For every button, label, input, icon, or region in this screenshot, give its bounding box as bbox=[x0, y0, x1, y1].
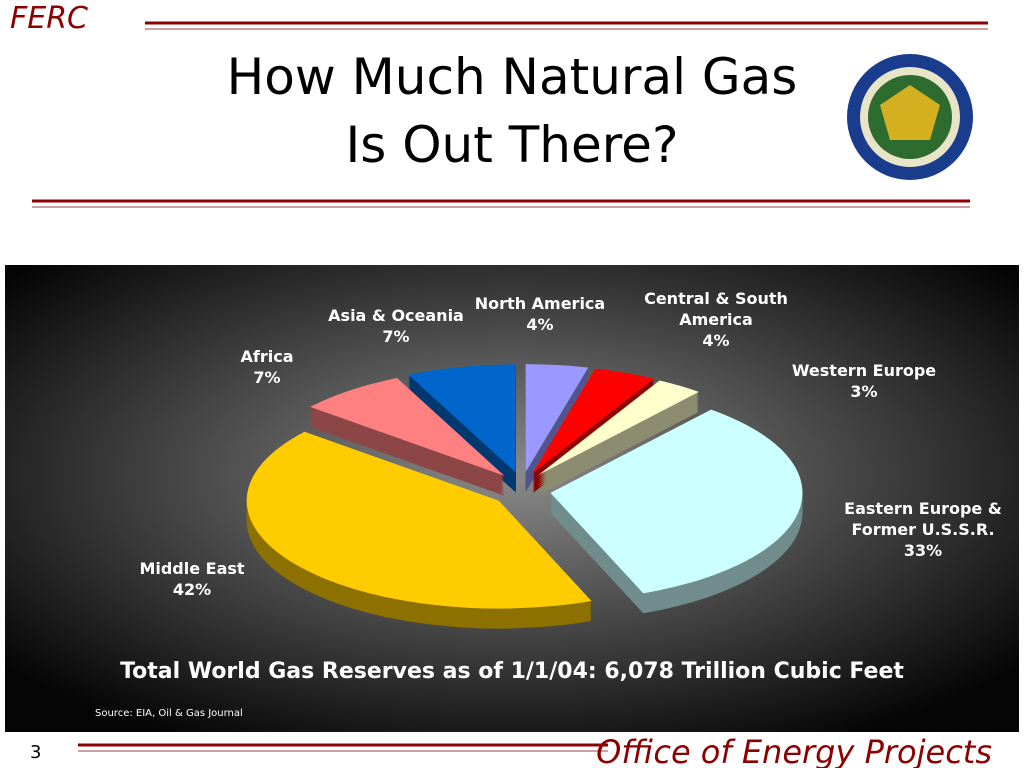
source: Source: EIA, Oil & Gas Journal bbox=[95, 708, 243, 719]
category-label: Middle East bbox=[139, 559, 245, 578]
data-label: Middle East 42% bbox=[127, 558, 257, 600]
data-label: Western Europe 3% bbox=[784, 360, 944, 402]
data-label: North America 4% bbox=[470, 293, 610, 335]
caption: Total World Gas Reserves as of 1/1/04: 6… bbox=[120, 659, 904, 684]
slice bbox=[408, 364, 516, 473]
category-label: Asia & Oceania bbox=[328, 306, 464, 325]
data-label: Central & South America 4% bbox=[636, 288, 796, 351]
value-label: 7% bbox=[253, 368, 281, 387]
seal bbox=[847, 54, 973, 180]
category-label: Eastern Europe & Former U.S.S.R. bbox=[844, 499, 1002, 539]
category-label: Central & South America bbox=[644, 289, 788, 329]
value-label: 4% bbox=[702, 331, 730, 350]
slice bbox=[525, 364, 589, 473]
category-label: Africa bbox=[240, 347, 294, 366]
data-label: Africa 7% bbox=[217, 346, 317, 388]
category-label: North America bbox=[474, 294, 606, 313]
value-label: 3% bbox=[850, 382, 878, 401]
brand: FERC bbox=[10, 1, 88, 36]
data-label: Asia & Oceania 7% bbox=[321, 305, 471, 347]
value-label: 42% bbox=[172, 580, 212, 599]
slice bbox=[246, 431, 592, 609]
value-label: 7% bbox=[382, 327, 410, 346]
title-line: How Much Natural Gas bbox=[227, 48, 798, 106]
office: Office of Energy Projects bbox=[596, 733, 992, 768]
chart-background bbox=[5, 265, 1019, 732]
slice bbox=[550, 409, 803, 594]
data-label: Eastern Europe & Former U.S.S.R. 33% bbox=[838, 498, 1008, 561]
category-label: Western Europe bbox=[791, 361, 937, 380]
slice bbox=[538, 380, 699, 476]
slice bbox=[310, 378, 505, 476]
value-label: 4% bbox=[526, 315, 554, 334]
title-line: Is Out There? bbox=[346, 116, 679, 174]
page-number: 3 bbox=[30, 742, 41, 763]
pie bbox=[246, 364, 803, 629]
value-label: 33% bbox=[903, 541, 943, 560]
slice bbox=[532, 368, 655, 474]
